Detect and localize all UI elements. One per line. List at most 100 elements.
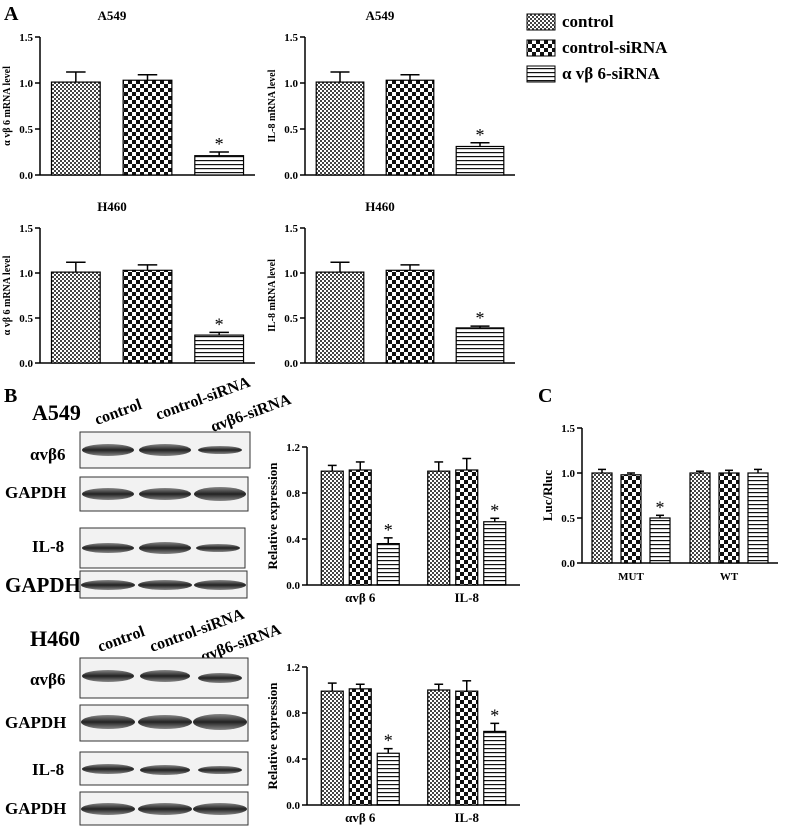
significance-mark: * xyxy=(476,125,485,145)
y-tick-label: 0.8 xyxy=(286,708,300,720)
y-tick-label: 0.5 xyxy=(19,313,33,325)
cell-line: A549 xyxy=(32,400,81,425)
y-tick-label: 0.4 xyxy=(286,534,300,546)
bar xyxy=(315,271,365,364)
significance-mark: * xyxy=(215,134,224,154)
y-tick-label: 0.5 xyxy=(19,124,33,136)
bar xyxy=(427,470,451,586)
bar xyxy=(747,472,769,564)
y-tick-label: 0.0 xyxy=(286,580,300,592)
y-tick-label: 1.0 xyxy=(284,268,298,280)
significance-mark: * xyxy=(490,705,499,725)
panel-label: B xyxy=(4,385,17,407)
blot-row-label: GAPDH xyxy=(5,799,66,818)
bar xyxy=(50,81,101,176)
panel-label: C xyxy=(538,385,552,407)
x-tick-label: IL-8 xyxy=(454,590,479,605)
y-tick-label: 0.8 xyxy=(286,488,300,500)
y-axis-label: Relative expression xyxy=(265,462,280,570)
bar xyxy=(348,469,372,586)
y-tick-label: 1.0 xyxy=(19,78,33,90)
x-tick-label: αvβ 6 xyxy=(345,810,376,825)
blot-row-label: IL-8 xyxy=(32,537,64,556)
bar xyxy=(427,689,451,806)
chart-title: H460 xyxy=(365,199,395,214)
y-axis-label: α vβ 6 mRNA level xyxy=(2,255,13,335)
bar xyxy=(689,472,711,564)
y-tick-label: 1.0 xyxy=(19,268,33,280)
y-tick-label: 1.0 xyxy=(561,468,575,480)
significance-mark: * xyxy=(384,520,393,540)
lane-label: control xyxy=(96,623,148,656)
blot-row-label: αvβ6 xyxy=(30,670,65,689)
y-tick-label: 0.4 xyxy=(286,754,300,766)
legend-label: control xyxy=(562,12,614,31)
bar xyxy=(455,327,505,364)
y-tick-label: 0.0 xyxy=(19,358,33,370)
y-tick-label: 0.0 xyxy=(284,358,298,370)
significance-mark: * xyxy=(476,308,485,328)
y-tick-label: 0.0 xyxy=(286,800,300,812)
x-tick-label: IL-8 xyxy=(454,810,479,825)
bar xyxy=(376,752,400,806)
bar xyxy=(315,81,365,176)
blot-image xyxy=(79,657,249,826)
y-tick-label: 1.5 xyxy=(19,223,33,235)
y-tick-label: 0.5 xyxy=(561,513,575,525)
x-tick-label: WT xyxy=(720,571,739,583)
y-axis-label: α vβ 6 mRNA level xyxy=(2,66,13,146)
y-tick-label: 0.0 xyxy=(19,170,33,182)
y-axis-label: IL-8 mRNA level xyxy=(267,259,278,332)
bar xyxy=(320,470,344,586)
cell-line: H460 xyxy=(30,626,80,651)
y-axis-label: Luc/Rluc xyxy=(540,470,555,522)
blot-image xyxy=(79,431,251,599)
legend-swatch xyxy=(526,65,556,83)
bar xyxy=(50,271,101,364)
chart-title: H460 xyxy=(97,199,127,214)
y-tick-label: 0.5 xyxy=(284,124,298,136)
x-tick-label: αvβ 6 xyxy=(345,590,376,605)
bar xyxy=(194,334,245,364)
blot-row-label: IL-8 xyxy=(32,760,64,779)
bar xyxy=(591,472,613,564)
chart-title: A549 xyxy=(98,8,127,23)
y-tick-label: 1.5 xyxy=(284,223,298,235)
bar xyxy=(649,517,671,564)
bar xyxy=(122,269,173,364)
y-tick-label: 1.2 xyxy=(286,662,300,674)
bar xyxy=(348,688,372,806)
legend-label: control-siRNA xyxy=(562,38,668,57)
y-tick-label: 1.5 xyxy=(19,32,33,44)
bar xyxy=(718,472,740,564)
bar xyxy=(385,79,435,176)
significance-mark: * xyxy=(215,314,224,334)
x-tick-label: MUT xyxy=(618,571,644,583)
blot-row-label: GAPDH xyxy=(5,483,66,502)
legend-swatch xyxy=(526,13,556,31)
blot-row-label: GAPDH xyxy=(5,573,81,597)
y-axis-label: IL-8 mRNA level xyxy=(267,69,278,142)
lane-label: control xyxy=(93,396,145,429)
legend-swatch xyxy=(526,39,556,57)
significance-mark: * xyxy=(656,497,665,517)
y-tick-label: 0.0 xyxy=(284,170,298,182)
bar xyxy=(455,145,505,176)
blot-bands xyxy=(81,670,247,815)
bar xyxy=(483,521,507,586)
y-tick-label: 1.2 xyxy=(286,442,300,454)
bar xyxy=(455,469,479,586)
significance-mark: * xyxy=(384,731,393,751)
bar xyxy=(122,79,173,176)
significance-mark: * xyxy=(490,500,499,520)
y-tick-label: 0.5 xyxy=(284,313,298,325)
blot-bands xyxy=(81,444,246,590)
bar xyxy=(194,155,245,176)
y-tick-label: 1.5 xyxy=(284,32,298,44)
y-tick-label: 0.0 xyxy=(561,558,575,570)
legend-label: α vβ 6-siRNA xyxy=(562,64,660,83)
blot-row-label: GAPDH xyxy=(5,713,66,732)
blot-row-label: αvβ6 xyxy=(30,445,65,464)
bar xyxy=(455,690,479,806)
